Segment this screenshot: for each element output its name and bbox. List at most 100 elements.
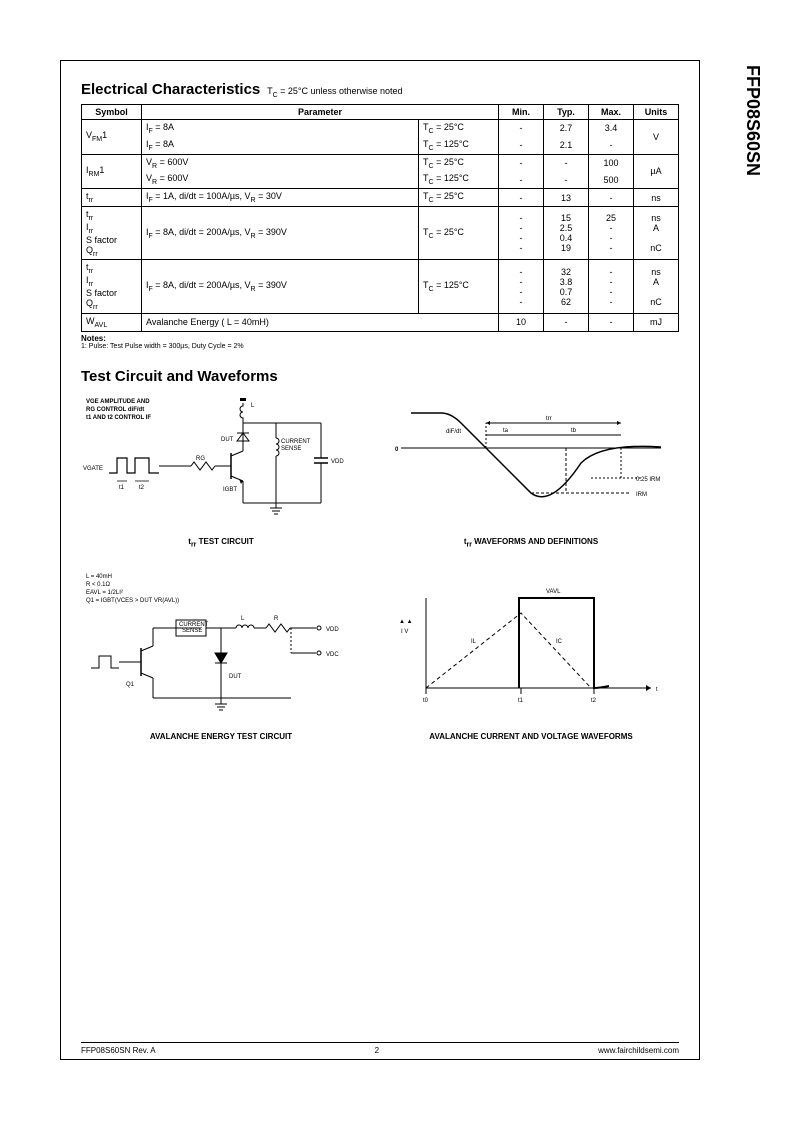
cell: IF = 8A, di/dt = 200A/µs, VR = 390V [142,260,419,313]
part-number-vertical: FFP08S60SN [742,65,763,176]
diagram-avalanche-circuit: L = 40mH R < 0.1Ω EAVL = 1/2LI² Q1 = IGB… [81,568,361,741]
footer-right: www.fairchildsemi.com [598,1046,679,1055]
cell: TC = 125°C [419,171,499,188]
cell: ---- [499,260,544,313]
d2-didt: diF/dt [446,429,461,435]
cell: IF = 8A, di/dt = 200A/µs, VR = 390V [142,206,419,259]
cell: - [589,137,634,154]
elec-char-title: Electrical Characteristics [81,81,260,98]
d1-caption: trr TEST CIRCUIT [81,537,361,549]
cell: - [544,154,589,171]
cell: TC = 125°C [419,260,499,313]
d3-vdd: VDD [326,627,339,633]
d3-q1: Q1 [126,682,135,688]
cell: 323.80.762 [544,260,589,313]
d1-t2: t2 [139,485,145,491]
diagrams-grid: VGE AMPLITUDE AND RG CONTROL diF/dt t1 A… [81,393,679,742]
d1-t1: t1 [119,485,125,491]
cell: VR = 600V [142,154,419,171]
cell: - [589,313,634,331]
d3-p4: Q1 = IGBT(VCES > DUT VR(AVL)) [86,598,179,604]
d1-text1: VGE AMPLITUDE AND [86,399,150,405]
cell: ---- [499,206,544,259]
col-min: Min. [499,105,544,120]
d2-tb: tb [571,428,577,434]
d3-p3: EAVL = 1/2LI² [86,590,123,596]
notes-block: Notes: 1: Pulse: Test Pulse width = 300µ… [81,334,679,350]
d1-text3: t1 AND t2 CONTROL IF [86,415,151,421]
cell: - [589,189,634,207]
cell: 10 [499,313,544,331]
d1-dut: DUT [221,437,234,443]
diagram-avalanche-waveform: t ▲ ▲ I V IL IC VAVL t0 t1 t2 AVALANCHE [391,568,671,741]
d1-L: L [251,403,255,409]
notes-label: Notes: [81,334,106,343]
diagram-trr-circuit: VGE AMPLITUDE AND RG CONTROL diF/dt t1 A… [81,393,361,549]
col-max: Max. [589,105,634,120]
cell: 500 [589,171,634,188]
cell: TC = 125°C [419,137,499,154]
d3-p1: L = 40mH [86,574,112,580]
test-circuit-title: Test Circuit and Waveforms [81,368,679,385]
d4-t: t [656,687,658,693]
cell: TC = 25°C [419,120,499,137]
cell: V [634,120,679,155]
d1-text2: RG CONTROL diF/dt [86,407,144,413]
cell: - [499,171,544,188]
cell: ---- [589,260,634,313]
d4-caption: AVALANCHE CURRENT AND VOLTAGE WAVEFORMS [391,732,671,741]
cell: TC = 25°C [419,189,499,207]
cell-symbol: VFM1 [82,120,142,155]
cell: 25--- [589,206,634,259]
d2-ta: ta [503,428,509,434]
cell-symbol: trrIrrS factorQrr [82,260,142,313]
cell: VR = 600V [142,171,419,188]
d4-t1: t1 [518,698,524,704]
page-frame: Electrical Characteristics TC = 25°C unl… [60,60,700,1060]
d1-vgate: VGATE [83,466,103,472]
cell: Avalanche Energy ( L = 40mH) [142,313,499,331]
d1-rg: RG [196,456,205,462]
cell: 2.1 [544,137,589,154]
cell-symbol: trrIrrS factorQrr [82,206,142,259]
cell: - [499,154,544,171]
d3-cs2: SENSE [182,628,202,634]
cell: - [499,120,544,137]
cell: 100 [589,154,634,171]
d3-p2: R < 0.1Ω [86,582,111,588]
col-parameter: Parameter [142,105,499,120]
d2-caption: trr WAVEFORMS AND DEFINITIONS [391,537,671,549]
electrical-characteristics-table: Symbol Parameter Min. Typ. Max. Units VF… [81,104,679,332]
cell: - [544,313,589,331]
cell: TC = 25°C [419,154,499,171]
d1-cs: CURRENT [281,439,311,445]
cell: 152.50.419 [544,206,589,259]
cell: - [499,189,544,207]
cell-symbol: IRM1 [82,154,142,189]
cell-symbol: trr [82,189,142,207]
d4-t2: t2 [591,698,597,704]
col-typ: Typ. [544,105,589,120]
d4-il: IL [471,639,477,645]
cell: 3.4 [589,120,634,137]
cell: nsAnC [634,260,679,313]
d2-zero: 0 [395,447,399,453]
cell: nsAnC [634,206,679,259]
d4-y: ▲ ▲ [399,619,413,625]
cell: 2.7 [544,120,589,137]
d4-t0: t0 [423,698,429,704]
d3-vdc: VDC [326,652,339,658]
footer-center: 2 [375,1046,379,1055]
cell: ns [634,189,679,207]
elec-char-condition: TC = 25°C unless otherwise noted [267,86,403,96]
cell: - [499,137,544,154]
cell: mJ [634,313,679,331]
d2-irm025: 0.25 IRM [636,477,660,483]
d2-trr: trr [546,416,552,422]
d2-irm: IRM [636,492,647,498]
cell: 13 [544,189,589,207]
col-symbol: Symbol [82,105,142,120]
cell: IF = 8A [142,120,419,137]
d3-R: R [274,616,279,622]
page-footer: FFP08S60SN Rev. A 2 www.fairchildsemi.co… [81,1042,679,1055]
